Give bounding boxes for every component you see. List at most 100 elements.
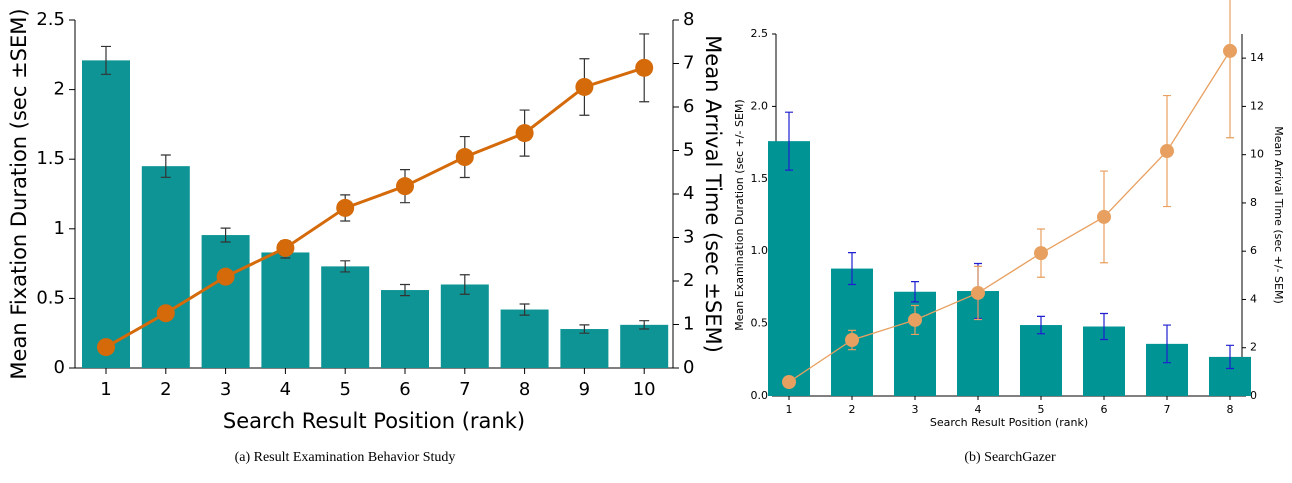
line-marker <box>908 312 922 327</box>
bar <box>261 252 310 368</box>
y-tick-label: 0.5 <box>36 287 65 308</box>
line-marker <box>97 338 115 357</box>
line-marker <box>971 285 985 300</box>
line-marker <box>396 177 414 196</box>
x-tick-label: 3 <box>220 379 231 400</box>
bar <box>201 235 250 368</box>
error-bar <box>785 111 793 171</box>
x-tick-label: 2 <box>160 379 171 400</box>
bar <box>82 60 130 368</box>
x-tick-label: 9 <box>579 379 590 400</box>
x-tick-label: 4 <box>280 379 291 400</box>
line-marker <box>455 148 474 167</box>
y-tick-label: 0 <box>54 357 65 378</box>
x-tick-label: 8 <box>519 379 530 400</box>
y2-tick-label: 14 <box>1250 51 1264 64</box>
x-tick-label: 6 <box>1101 403 1108 416</box>
error-bar <box>220 227 231 243</box>
error-bar <box>848 252 856 286</box>
y2-tick-label: 8 <box>1250 196 1257 209</box>
y-tick-label: 2.5 <box>36 9 65 30</box>
y-tick-label: 2.0 <box>751 99 769 112</box>
y2-tick-label: 0 <box>683 357 694 378</box>
bar <box>500 309 549 368</box>
x-tick-label: 5 <box>1038 403 1045 416</box>
y2-tick-label: 4 <box>1250 292 1257 305</box>
y2-tick-label: 8 <box>683 9 694 30</box>
x-tick-label: 8 <box>1227 403 1234 416</box>
line-marker <box>1223 43 1237 58</box>
bar <box>560 329 609 368</box>
error-bar <box>160 154 171 178</box>
error-bar <box>519 303 530 316</box>
error-bar <box>1037 315 1045 335</box>
line-marker <box>1034 246 1048 261</box>
y-tick-label: 0.5 <box>751 317 769 330</box>
line-marker <box>156 304 175 323</box>
y-axis-label: Mean Fixation Duration (sec ±SEM) <box>7 8 31 379</box>
error-bar <box>1226 0 1234 139</box>
x-tick-label: 7 <box>1164 403 1171 416</box>
y-tick-label: 1 <box>54 218 65 239</box>
y2-tick-label: 1 <box>683 314 694 335</box>
bar <box>321 266 370 368</box>
y2-tick-label: 6 <box>683 96 694 117</box>
line-marker <box>635 58 654 77</box>
error-bar <box>1163 324 1171 364</box>
x-axis-label: Search Result Position (rank) <box>223 409 525 433</box>
error-bar <box>101 45 111 75</box>
y2-tick-label: 6 <box>1250 244 1257 257</box>
bar <box>620 324 669 368</box>
bar <box>141 166 190 368</box>
x-tick-label: 5 <box>339 379 350 400</box>
line-marker <box>336 198 355 217</box>
x-tick-label: 4 <box>975 403 982 416</box>
y2-tick-label: 10 <box>1250 148 1264 161</box>
line-marker <box>515 124 534 143</box>
error-bar <box>1100 312 1108 341</box>
x-tick-label: 10 <box>633 379 656 400</box>
error-bar <box>639 320 650 330</box>
line-marker <box>216 267 235 286</box>
y2-tick-label: 0 <box>1250 389 1257 402</box>
y2-tick-label: 5 <box>683 140 694 161</box>
line-marker <box>276 238 295 257</box>
x-tick-label: 7 <box>459 379 470 400</box>
y2-tick-label: 3 <box>683 227 694 248</box>
y-tick-label: 2.5 <box>751 27 769 40</box>
y2-tick-label: 7 <box>683 53 694 74</box>
x-tick-label: 3 <box>912 403 919 416</box>
line-marker <box>845 333 859 348</box>
y-tick-label: 2 <box>54 79 65 100</box>
line-marker <box>1160 144 1174 159</box>
x-tick-label: 1 <box>100 379 111 400</box>
error-bar <box>1226 344 1234 370</box>
bar <box>768 141 810 396</box>
line-marker <box>782 375 796 390</box>
line-marker <box>1097 209 1111 224</box>
x-tick-label: 6 <box>399 379 410 400</box>
error-bar <box>340 260 351 273</box>
error-bar <box>579 324 590 334</box>
bar <box>1020 325 1062 396</box>
y2-tick-label: 12 <box>1250 99 1264 112</box>
line <box>788 50 1231 383</box>
error-bar <box>400 283 410 297</box>
y2-tick-label: 4 <box>683 183 694 204</box>
x-axis-label: Search Result Position (rank) <box>930 416 1088 429</box>
y2-axis-label: Mean Arrival Time (sec +/- SEM) <box>1272 126 1285 304</box>
x-tick-label: 2 <box>849 403 856 416</box>
line-marker <box>575 77 594 96</box>
y-tick-label: 1.5 <box>751 172 769 185</box>
error-bar <box>911 281 919 303</box>
y-tick-label: 0.0 <box>751 389 769 402</box>
error-bar <box>459 274 470 295</box>
caption: (a) Result Examination Behavior Study <box>235 450 456 465</box>
x-tick-label: 1 <box>786 403 793 416</box>
bar <box>381 290 429 368</box>
y2-tick-label: 2 <box>1250 341 1257 354</box>
line <box>105 66 645 349</box>
caption: (b) SearchGazer <box>964 450 1056 465</box>
bar <box>440 284 489 368</box>
